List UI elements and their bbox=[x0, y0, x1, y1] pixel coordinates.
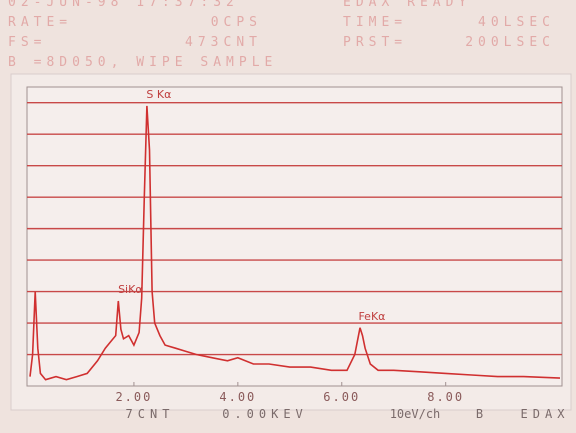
fs-value: 473CNT bbox=[185, 35, 262, 50]
x-tick-label: 2.00 bbox=[115, 390, 152, 404]
sample-label: B =8D050, WIPE SAMPLE bbox=[8, 55, 277, 70]
footer-text: 7CNT bbox=[126, 407, 175, 421]
x-tick-label: 4.00 bbox=[219, 390, 256, 404]
x-tick-label: 6.00 bbox=[323, 390, 360, 404]
footer-text: 0.00KEV bbox=[222, 407, 308, 421]
prst-value: 200LSEC bbox=[465, 35, 555, 50]
peak-label: S Kα bbox=[146, 88, 171, 101]
spectrum-line bbox=[29, 105, 561, 381]
plot-frame bbox=[26, 86, 563, 387]
header-status: EDAX READY bbox=[343, 0, 471, 10]
peak-label: FeKα bbox=[358, 310, 385, 323]
footer-text: 10eV/ch bbox=[390, 407, 441, 421]
rate-value: 0CPS bbox=[211, 15, 262, 30]
footer-text: B bbox=[476, 407, 488, 421]
time-label: TIME= bbox=[343, 15, 407, 30]
time-value: 40LSEC bbox=[478, 15, 555, 30]
x-tick-label: 8.00 bbox=[427, 390, 464, 404]
fs-label: FS= bbox=[8, 35, 46, 50]
header-date: 02-JUN-98 17:37:32 bbox=[8, 0, 239, 10]
footer-text: EDAX bbox=[521, 407, 570, 421]
rate-label: RATE= bbox=[8, 15, 72, 30]
peak-label: SiKα bbox=[118, 283, 143, 296]
prst-label: PRST= bbox=[343, 35, 407, 50]
